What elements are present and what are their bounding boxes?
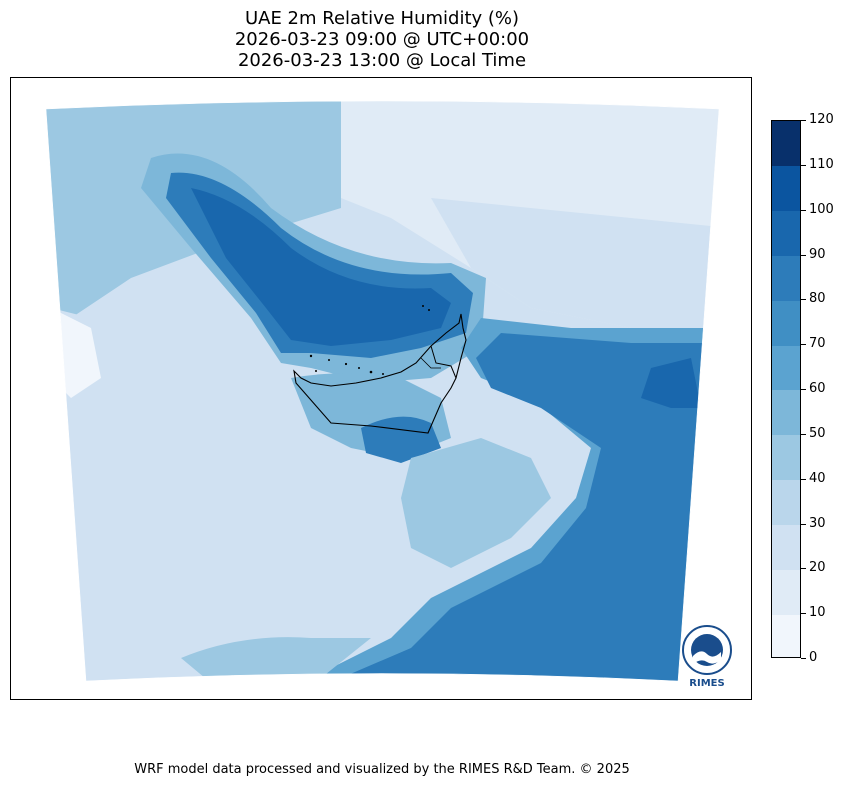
- uae-moist-patch: [361, 416, 441, 463]
- chart-title: UAE 2m Relative Humidity (%) 2026-03-23 …: [0, 8, 764, 71]
- colorbar-tick: [801, 568, 806, 569]
- colorbar-band: [772, 569, 800, 615]
- west-interior: [51, 308, 181, 638]
- colorbar-band: [772, 165, 800, 212]
- arabian-sea-patch: [641, 358, 701, 408]
- colorbar-tick-label: 30: [809, 516, 826, 531]
- colorbar-band: [772, 434, 800, 481]
- emirates-boundary-2: [420, 357, 441, 369]
- colorbar-tick: [801, 434, 806, 435]
- colorbar-tick: [801, 299, 806, 300]
- colorbar-band: [772, 255, 800, 301]
- colorbar-tick: [801, 344, 806, 345]
- rimes-logo-text: RIMES: [689, 678, 724, 689]
- arabian-sea-core: [311, 333, 719, 681]
- domain-edge: [45, 100, 720, 682]
- colorbar-tick: [801, 479, 806, 480]
- colorbar-band: [772, 210, 800, 256]
- colorbar-band: [772, 390, 800, 436]
- map-panel: RIMES: [10, 77, 752, 700]
- islands: [309, 305, 430, 375]
- colorbar-tick-label: 10: [809, 605, 826, 620]
- colorbar-tick-label: 0: [809, 650, 818, 665]
- title-line-3: 2026-03-23 13:00 @ Local Time: [237, 50, 527, 71]
- colorbar-tick: [801, 210, 806, 211]
- colorbar-band: [772, 524, 800, 570]
- colorbar-tick-label: 110: [809, 157, 834, 172]
- colorbar-tick: [801, 389, 806, 390]
- colorbar-tick-label: 60: [809, 381, 826, 396]
- colorbar-tick-label: 20: [809, 560, 826, 575]
- colorbar-band: [772, 300, 800, 346]
- colorbar-band: [772, 614, 800, 657]
- colorbar-band: [772, 345, 800, 391]
- colorbar: [771, 120, 801, 658]
- title-line-2: 2026-03-23 09:00 @ UTC+00:00: [234, 29, 530, 50]
- emirates-boundary: [430, 345, 457, 379]
- colorbar-tick: [801, 120, 806, 121]
- colorbar-tick: [801, 255, 806, 256]
- colorbar-tick: [801, 613, 806, 614]
- colorbar-tick-label: 80: [809, 291, 826, 306]
- colorbar-band: [772, 479, 800, 525]
- uae-border: [293, 313, 467, 434]
- colorbar-tick-label: 120: [809, 112, 834, 127]
- colorbar-tick-label: 50: [809, 426, 826, 441]
- north-east-mid-zone: [431, 198, 719, 348]
- oman-interior: [401, 438, 551, 568]
- rimes-logo: RIMES: [682, 625, 732, 689]
- colorbar-tick: [801, 658, 806, 659]
- colorbar-tick-label: 90: [809, 247, 826, 262]
- south-coast-belt: [181, 637, 371, 681]
- colorbar-tick-label: 100: [809, 202, 834, 217]
- footer-credit: WRF model data processed and visualized …: [134, 762, 630, 777]
- colorbar-tick-label: 70: [809, 336, 826, 351]
- humidity-map: [45, 100, 720, 682]
- title-line-1: UAE 2m Relative Humidity (%): [244, 8, 520, 29]
- colorbar-tick-label: 40: [809, 471, 826, 486]
- colorbar-tick: [801, 524, 806, 525]
- gulf-deep-core: [191, 188, 451, 346]
- colorbar-band: [772, 121, 800, 167]
- colorbar-tick: [801, 165, 806, 166]
